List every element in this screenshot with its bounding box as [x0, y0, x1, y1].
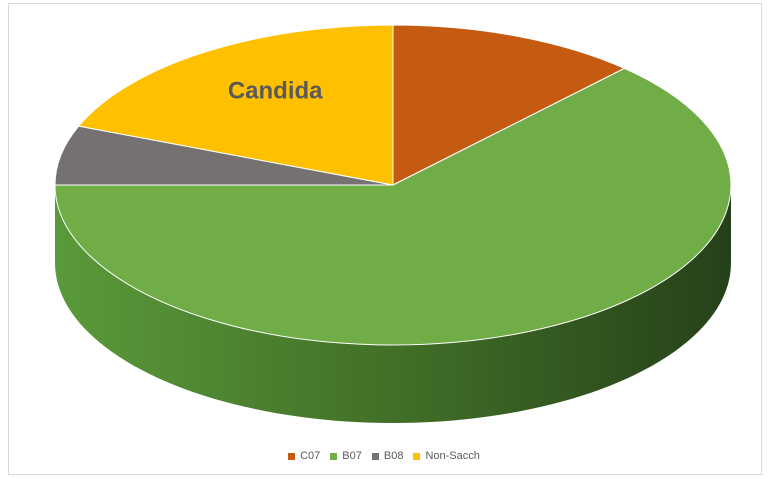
legend-item-b07[interactable]: B07 — [330, 450, 362, 462]
pie-slice-non-sacch[interactable] — [77, 24, 394, 186]
pie-slice-b08[interactable] — [54, 125, 394, 186]
slice-label-non-sacch: Candida — [228, 78, 323, 105]
legend-swatch-b07 — [330, 452, 338, 460]
legend-item-non-sacch[interactable]: Non-Sacch — [413, 450, 480, 462]
legend-label-non-sacch: Non-Sacch — [425, 450, 480, 462]
legend: C07 B07 B08 Non-Sacch — [0, 450, 768, 462]
pie-side-layer — [55, 185, 731, 423]
legend-swatch-b08 — [371, 452, 379, 460]
pie-slice-c07[interactable] — [392, 24, 626, 186]
pie-top-layer — [54, 24, 732, 346]
legend-swatch-non-sacch — [413, 452, 421, 460]
legend-item-b08[interactable]: B08 — [371, 450, 404, 462]
pie-slice-b07[interactable] — [54, 67, 732, 346]
legend-swatch-c07 — [288, 452, 296, 460]
pie-label-layer: Candida — [228, 78, 323, 105]
legend-item-c07[interactable]: C07 — [288, 450, 320, 462]
pie-side-b07 — [55, 185, 731, 423]
legend-label-c07: C07 — [300, 450, 321, 462]
legend-label-b08: B08 — [383, 450, 404, 462]
legend-label-b07: B07 — [342, 450, 362, 462]
